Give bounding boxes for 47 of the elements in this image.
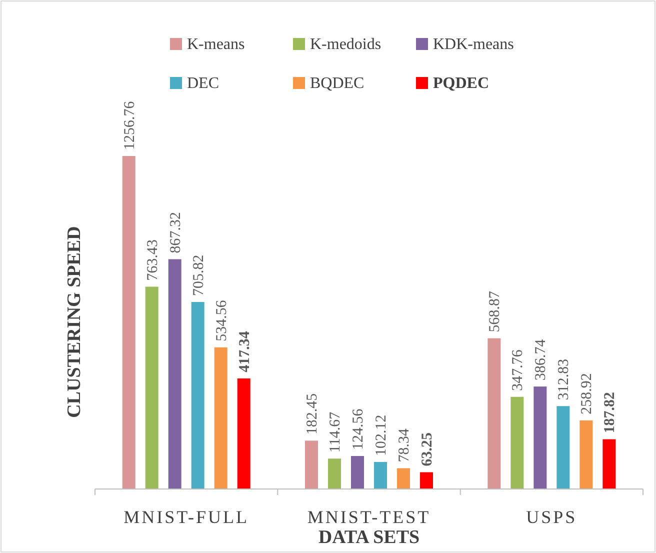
legend-label: BQDEC <box>310 75 364 92</box>
y-axis-title: CLUSTERING SPEED <box>64 226 85 418</box>
legend-label: K-medoids <box>310 36 382 53</box>
data-label: 114.67 <box>328 411 344 453</box>
data-label: 763.43 <box>144 239 161 281</box>
data-label: 187.82 <box>602 392 618 434</box>
data-label: 534.56 <box>214 300 230 342</box>
bar <box>351 456 364 489</box>
bar <box>328 458 341 489</box>
x-tick-label: MNIST-FULL <box>124 507 250 527</box>
data-label: 568.87 <box>487 290 504 332</box>
bar <box>556 406 570 489</box>
data-label: 705.82 <box>190 254 207 296</box>
bar <box>191 302 204 489</box>
data-label: 258.92 <box>579 373 596 414</box>
data-label: 386.74 <box>533 338 550 381</box>
data-label: 102.12 <box>374 414 390 456</box>
bar <box>510 396 524 489</box>
x-tick-label: MNIST-TEST <box>307 507 431 527</box>
bar <box>237 378 250 489</box>
bar <box>534 386 547 489</box>
bar <box>420 472 433 489</box>
data-label: 867.32 <box>168 212 184 254</box>
bar <box>374 462 387 489</box>
legend-label: KDK-means <box>433 36 514 53</box>
bar <box>168 259 182 489</box>
bar <box>305 440 318 489</box>
bar <box>602 439 616 489</box>
x-tick-label: USPS <box>526 507 578 527</box>
data-label: 63.25 <box>420 432 436 466</box>
bar <box>122 156 136 489</box>
legend-label: PQDEC <box>433 75 489 92</box>
data-label: 347.76 <box>510 349 526 391</box>
legend-label: K-means <box>187 36 245 53</box>
bar <box>214 347 228 489</box>
bar <box>145 286 158 489</box>
bar <box>580 420 593 489</box>
data-label: 78.34 <box>396 428 412 462</box>
bar <box>397 468 410 489</box>
legend-label: DEC <box>187 75 219 92</box>
x-axis-title: DATA SETS <box>318 527 420 548</box>
data-label: 1256.76 <box>122 100 138 150</box>
data-label: 312.83 <box>556 358 572 400</box>
data-label: 124.56 <box>350 408 366 450</box>
data-label: 182.45 <box>304 393 320 435</box>
data-label: 417.34 <box>236 330 253 372</box>
bar <box>488 338 501 489</box>
